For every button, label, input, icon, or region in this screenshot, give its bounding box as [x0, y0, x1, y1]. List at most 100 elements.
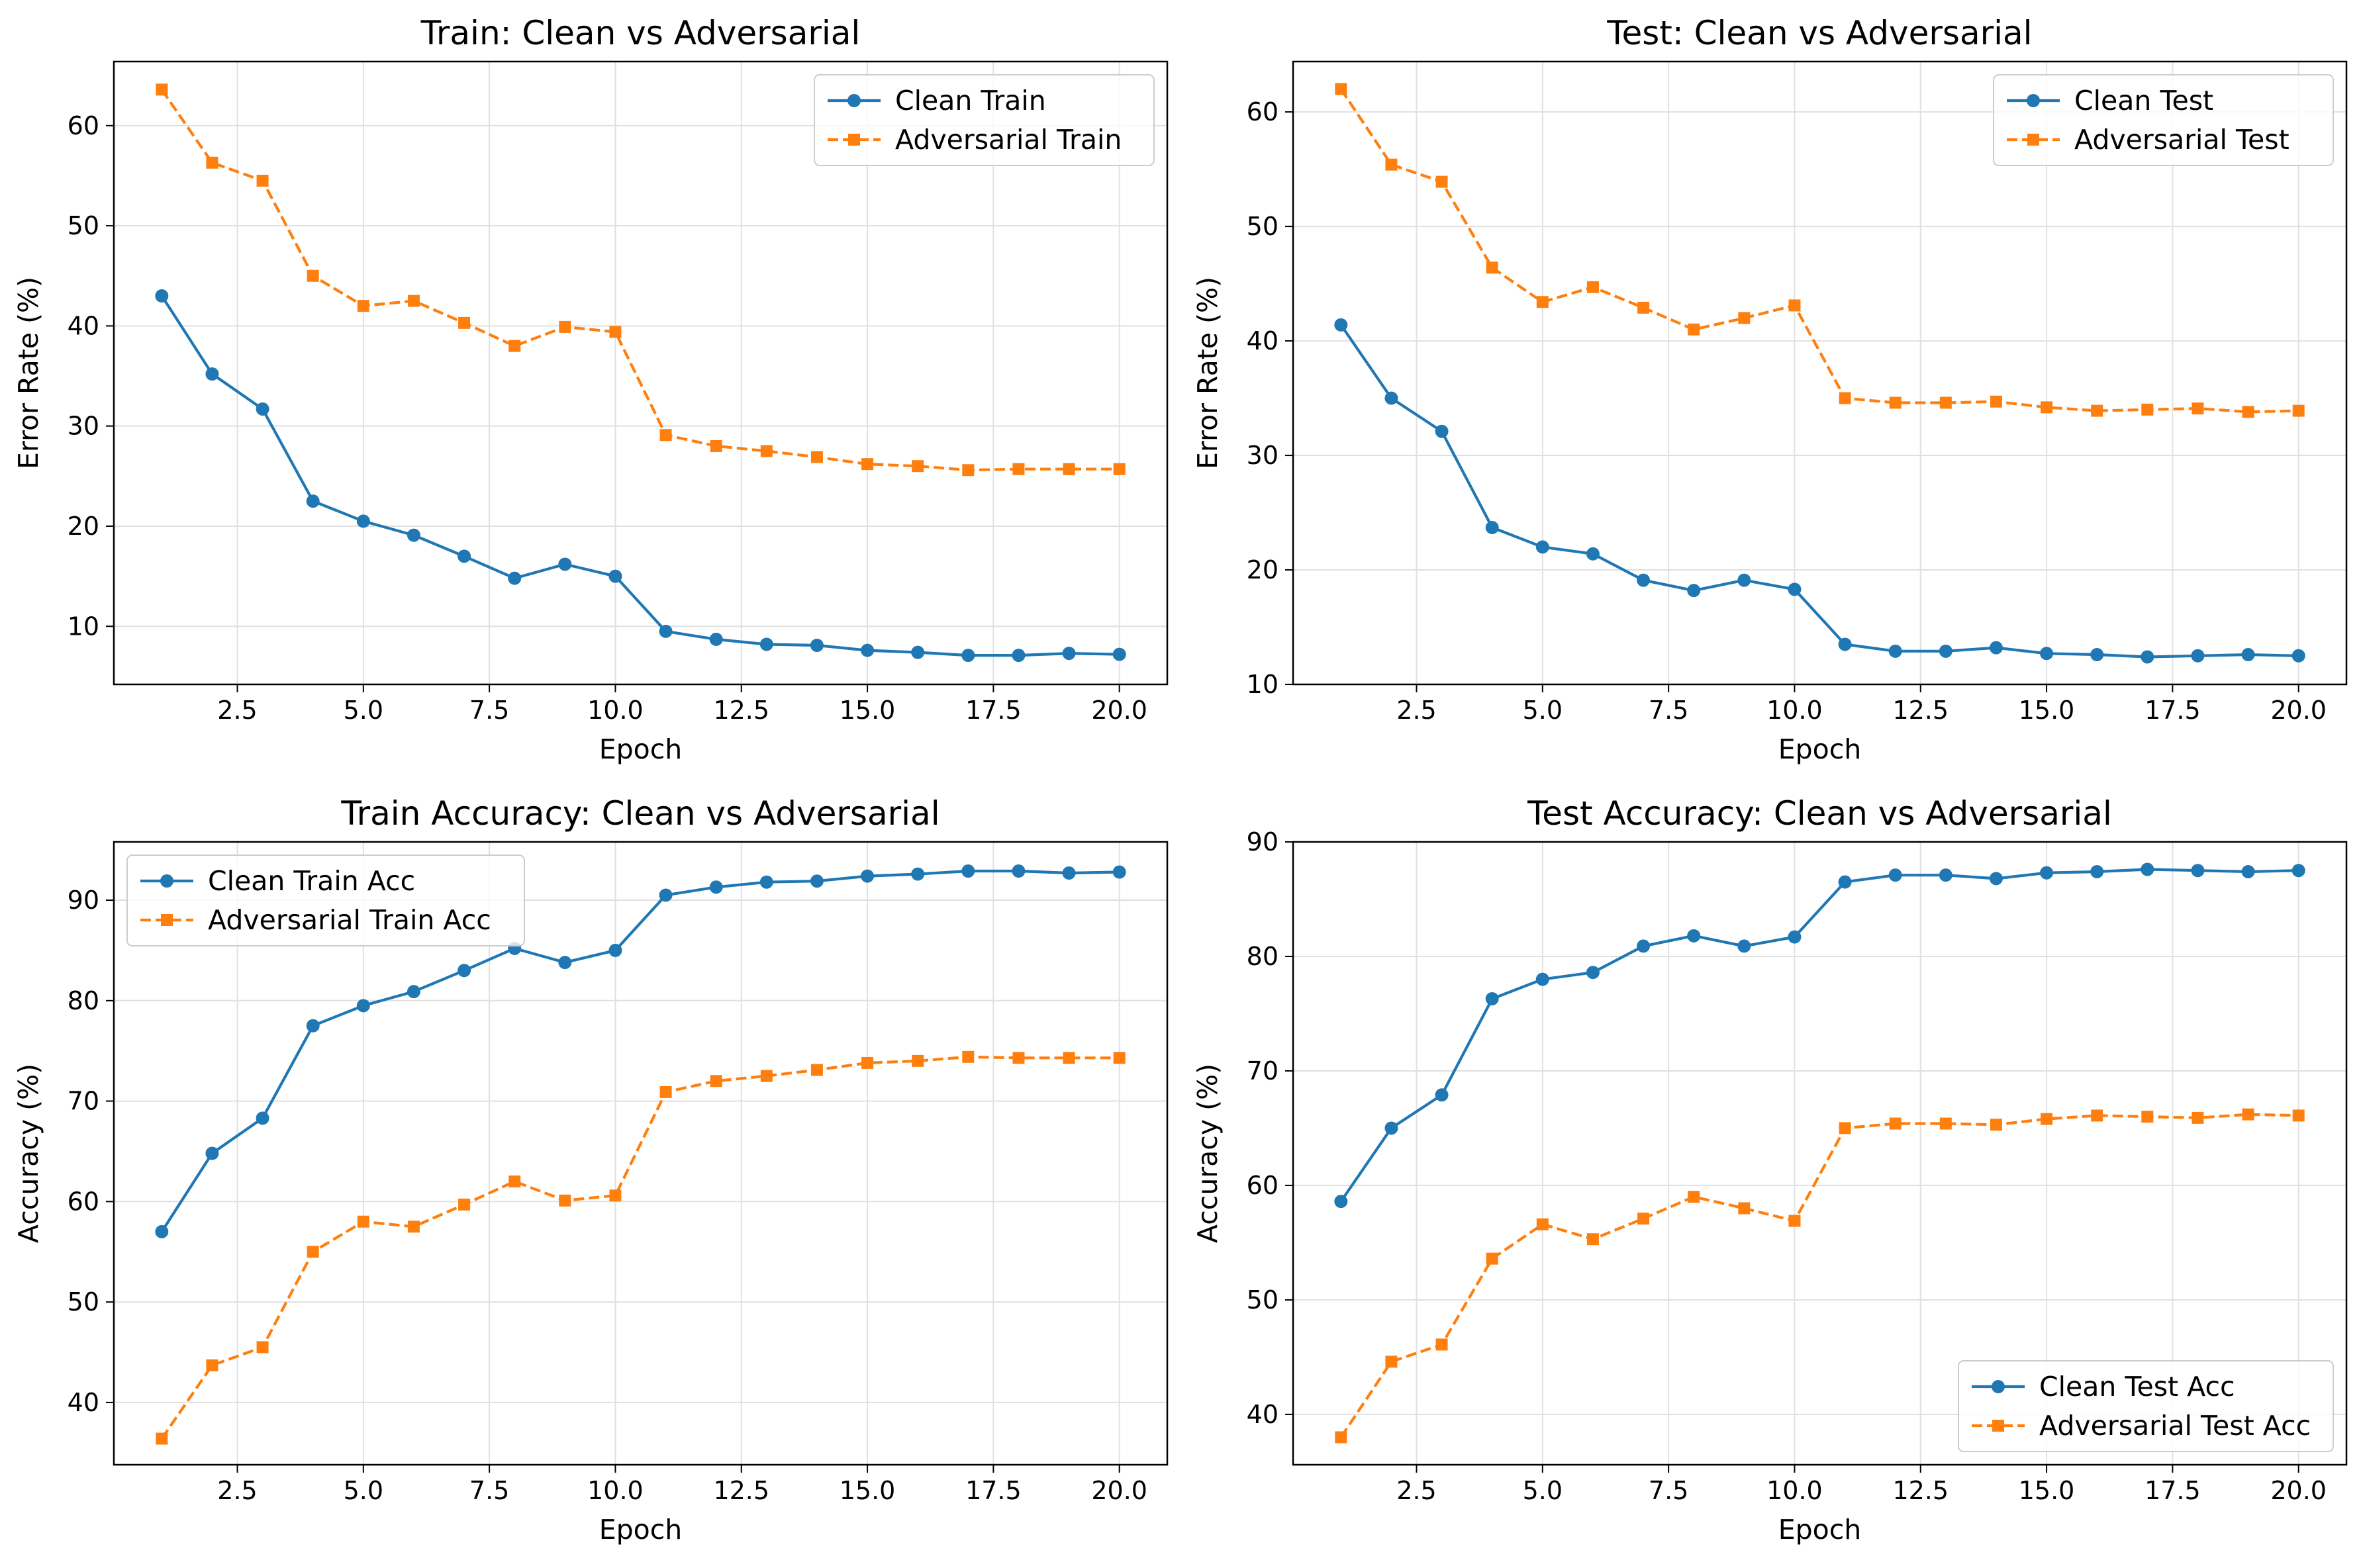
legend-entry: Clean Train	[828, 85, 1046, 116]
x-tick-label: 2.5	[217, 696, 257, 725]
data-point	[1586, 281, 1599, 293]
x-axis-label: Epoch	[599, 733, 683, 765]
data-point	[458, 316, 471, 329]
data-point	[709, 632, 723, 646]
data-point	[1335, 1431, 1347, 1444]
x-tick-label: 17.5	[2145, 1476, 2201, 1505]
y-axis-label: Accuracy (%)	[13, 1064, 44, 1243]
data-point	[205, 1146, 219, 1160]
axes-frame	[113, 841, 1169, 1466]
data-point	[962, 1050, 975, 1063]
data-point	[2091, 404, 2103, 417]
data-point	[861, 869, 875, 883]
axes-frame	[113, 60, 1169, 686]
data-point	[709, 880, 723, 894]
axes-frame	[1292, 841, 2348, 1466]
x-tick-label: 20.0	[1091, 696, 1147, 725]
subplot-title: Test: Clean vs Adversarial	[1606, 14, 2032, 52]
data-point	[1485, 521, 1499, 535]
x-tick-label: 17.5	[2145, 696, 2201, 725]
data-point	[1385, 158, 1398, 171]
y-tick-label: 30	[68, 412, 99, 441]
y-tick-label: 40	[68, 1388, 99, 1417]
data-point	[1637, 301, 1650, 314]
data-point	[1586, 547, 1600, 561]
data-point	[1486, 1252, 1498, 1265]
y-tick-label: 80	[1247, 942, 1278, 971]
data-point	[1888, 644, 1902, 658]
data-point	[760, 1070, 773, 1082]
data-point	[1535, 972, 1549, 986]
data-point	[1738, 1202, 1751, 1215]
data-point	[306, 1019, 320, 1033]
data-point	[1838, 637, 1852, 651]
y-tick-label: 60	[68, 1187, 99, 1216]
data-point	[306, 494, 320, 508]
data-point	[810, 1064, 823, 1076]
data-point	[508, 340, 521, 352]
legend-label: Adversarial Train Acc	[208, 904, 491, 936]
data-point	[1535, 540, 1549, 554]
series-line	[1339, 88, 2299, 414]
data-point	[861, 1056, 874, 1069]
x-tick-label: 10.0	[587, 1476, 644, 1505]
data-point	[1939, 644, 1953, 658]
data-point	[759, 637, 773, 651]
data-point	[1688, 1191, 1700, 1203]
data-point	[2090, 864, 2104, 878]
x-tick-label: 15.0	[2019, 696, 2075, 725]
data-point	[1788, 299, 1801, 312]
legend: Clean Train Acc Adversarial Train Acc	[126, 854, 525, 946]
data-point	[760, 445, 773, 457]
data-point	[659, 1085, 672, 1098]
data-point	[1113, 1052, 1126, 1064]
data-point	[1839, 392, 1851, 404]
x-tick-label: 10.0	[587, 696, 644, 725]
legend-entry: Clean Train Acc	[140, 865, 415, 897]
data-point	[2242, 1108, 2254, 1121]
x-tick-label: 12.5	[713, 696, 769, 725]
data-point	[1063, 463, 1075, 475]
data-point	[1536, 1218, 1549, 1230]
data-point	[155, 289, 169, 303]
x-tick-label: 10.0	[1766, 696, 1823, 725]
y-tick-label: 70	[1247, 1056, 1278, 1085]
data-point	[155, 1224, 169, 1238]
series-adversarial	[1335, 1108, 2305, 1444]
data-point	[1687, 584, 1701, 598]
data-point	[2141, 1111, 2154, 1123]
data-point	[810, 638, 824, 652]
series-clean	[155, 864, 1126, 1238]
data-point	[1688, 323, 1700, 336]
data-point	[2041, 1113, 2053, 1125]
data-point	[1435, 424, 1449, 438]
data-point	[1889, 396, 1902, 409]
data-point	[2141, 403, 2154, 416]
legend-marker	[847, 94, 861, 107]
data-point	[810, 874, 824, 888]
data-point	[2040, 647, 2054, 661]
x-tick-label: 15.0	[840, 1476, 896, 1505]
data-point	[206, 1359, 218, 1371]
data-point	[156, 1432, 168, 1445]
data-point	[407, 985, 420, 999]
legend-label: Adversarial Train	[895, 124, 1122, 156]
data-point	[1536, 296, 1549, 308]
data-point	[1435, 175, 1448, 188]
subplot-title: Train: Clean vs Adversarial	[420, 14, 861, 52]
data-point	[2192, 1111, 2204, 1124]
series-adversarial	[1335, 83, 2305, 418]
y-tick-label: 90	[1247, 827, 1278, 856]
legend-marker	[1992, 1380, 2005, 1393]
data-point	[508, 571, 522, 585]
series-clean	[1334, 862, 2305, 1209]
data-point	[1990, 1119, 2002, 1131]
data-point	[2191, 864, 2205, 878]
data-point	[256, 1111, 269, 1125]
subplot-2: 2.5 5.0 7.5 10.0 12.5 15.0 17.5 20.0 10 20 30 40 50 6…	[1192, 14, 2348, 765]
data-point	[1939, 396, 1952, 409]
data-point	[1637, 573, 1651, 587]
data-point	[256, 402, 269, 416]
data-point	[912, 460, 924, 473]
